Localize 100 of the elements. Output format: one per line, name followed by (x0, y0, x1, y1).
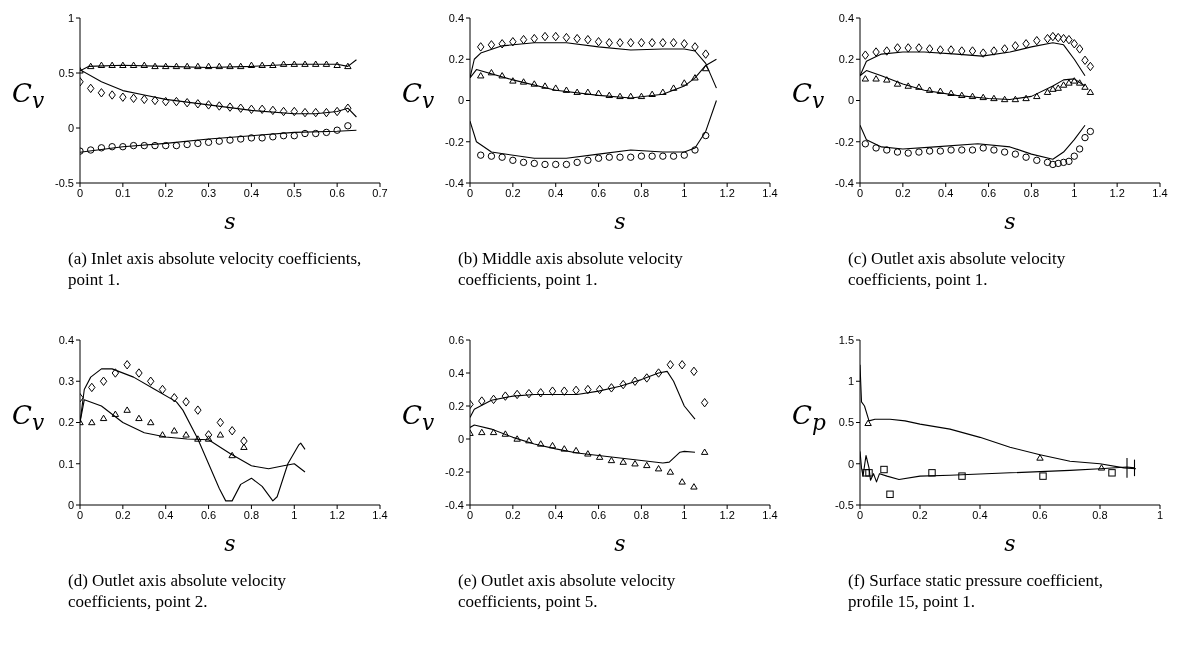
point (659, 152, 667, 160)
point (925, 86, 934, 93)
point (605, 91, 613, 99)
point (498, 39, 506, 49)
x-tick-label: 1 (681, 508, 688, 521)
x-axis-title: s (1004, 531, 1016, 556)
point (344, 62, 352, 70)
point (1059, 158, 1068, 167)
point (344, 103, 352, 113)
point (1033, 92, 1041, 100)
y-axis-title: C$_{v}$ (792, 78, 825, 114)
point (170, 393, 178, 403)
point (99, 414, 108, 422)
point (1049, 160, 1057, 169)
point (968, 46, 977, 56)
point (979, 144, 987, 152)
point (509, 77, 517, 84)
point (1054, 32, 1062, 43)
point (669, 152, 678, 160)
point (669, 84, 678, 91)
point (584, 384, 592, 395)
point (111, 368, 120, 378)
point (904, 149, 912, 157)
point (477, 72, 485, 79)
x-tick-label: 0.3 (200, 186, 217, 199)
point (1022, 39, 1030, 49)
point (1049, 85, 1057, 92)
x-tick-label: 0.4 (938, 186, 954, 199)
point (87, 62, 95, 70)
point (487, 40, 496, 50)
point (979, 93, 987, 101)
point (162, 141, 170, 150)
y-tick-label: -0.4 (445, 498, 464, 511)
point (247, 134, 256, 142)
x-tick-label: 1 (291, 508, 298, 521)
point (968, 146, 977, 154)
point (648, 90, 656, 98)
x-tick-label: 1.2 (719, 508, 735, 521)
point (501, 391, 510, 401)
point (1039, 472, 1047, 480)
point (562, 32, 571, 43)
x-tick-label: 0.4 (548, 186, 564, 199)
point (129, 141, 138, 150)
x-tick-label: 0.4 (548, 508, 564, 521)
point (1075, 145, 1084, 153)
point (925, 44, 934, 54)
point (552, 160, 560, 169)
point (1070, 39, 1078, 49)
x-axis-title: s (614, 209, 626, 234)
point (1081, 133, 1089, 142)
point (279, 106, 288, 117)
point (548, 441, 557, 449)
point (573, 158, 581, 167)
point (631, 460, 639, 467)
point (1081, 55, 1089, 65)
x-tick-label: 0.2 (912, 508, 928, 521)
y-tick-label: 0 (847, 457, 854, 470)
x-tick-label: 0.7 (372, 186, 388, 199)
x-tick-label: 0 (466, 508, 474, 521)
point (1065, 34, 1073, 45)
point (562, 86, 571, 93)
x-tick-label: 0.6 (590, 186, 607, 199)
point (194, 62, 202, 70)
point (477, 42, 485, 52)
point (237, 62, 245, 70)
x-tick-label: 0.8 (633, 186, 650, 199)
x-axis-title: s (224, 209, 236, 234)
y-tick-label: 0.3 (58, 375, 74, 388)
point (487, 152, 496, 160)
point (865, 469, 873, 477)
point (936, 45, 945, 55)
point (530, 80, 538, 87)
y-axis-title: C$_{v}$ (12, 78, 45, 114)
text: (b) Middle axis absolute velocity coefficients, point 1. (458, 248, 684, 290)
x-tick-label: 1 (1156, 508, 1164, 521)
point (301, 107, 309, 118)
point (513, 389, 521, 400)
y-tick-label: -0.4 (445, 176, 464, 189)
point (215, 62, 223, 70)
text: (f) Surface static pressure coefficient, profile 15, point 1. (848, 570, 1105, 612)
point (1049, 31, 1057, 42)
point (123, 360, 131, 370)
y-tick-label: 0.2 (58, 416, 74, 429)
x-tick-label: 0 (856, 186, 864, 199)
x-tick-label: 1.4 (372, 508, 388, 521)
point (216, 417, 225, 428)
point (97, 61, 106, 68)
point (958, 146, 966, 154)
point (119, 61, 127, 68)
point (333, 126, 341, 134)
point (560, 386, 568, 396)
point (162, 62, 170, 70)
point (226, 102, 234, 112)
y-tick-label: -0.5 (835, 498, 854, 511)
point (947, 45, 955, 55)
point (678, 360, 686, 370)
point (864, 419, 872, 427)
point (669, 38, 678, 48)
point (519, 34, 528, 45)
point (958, 46, 966, 56)
